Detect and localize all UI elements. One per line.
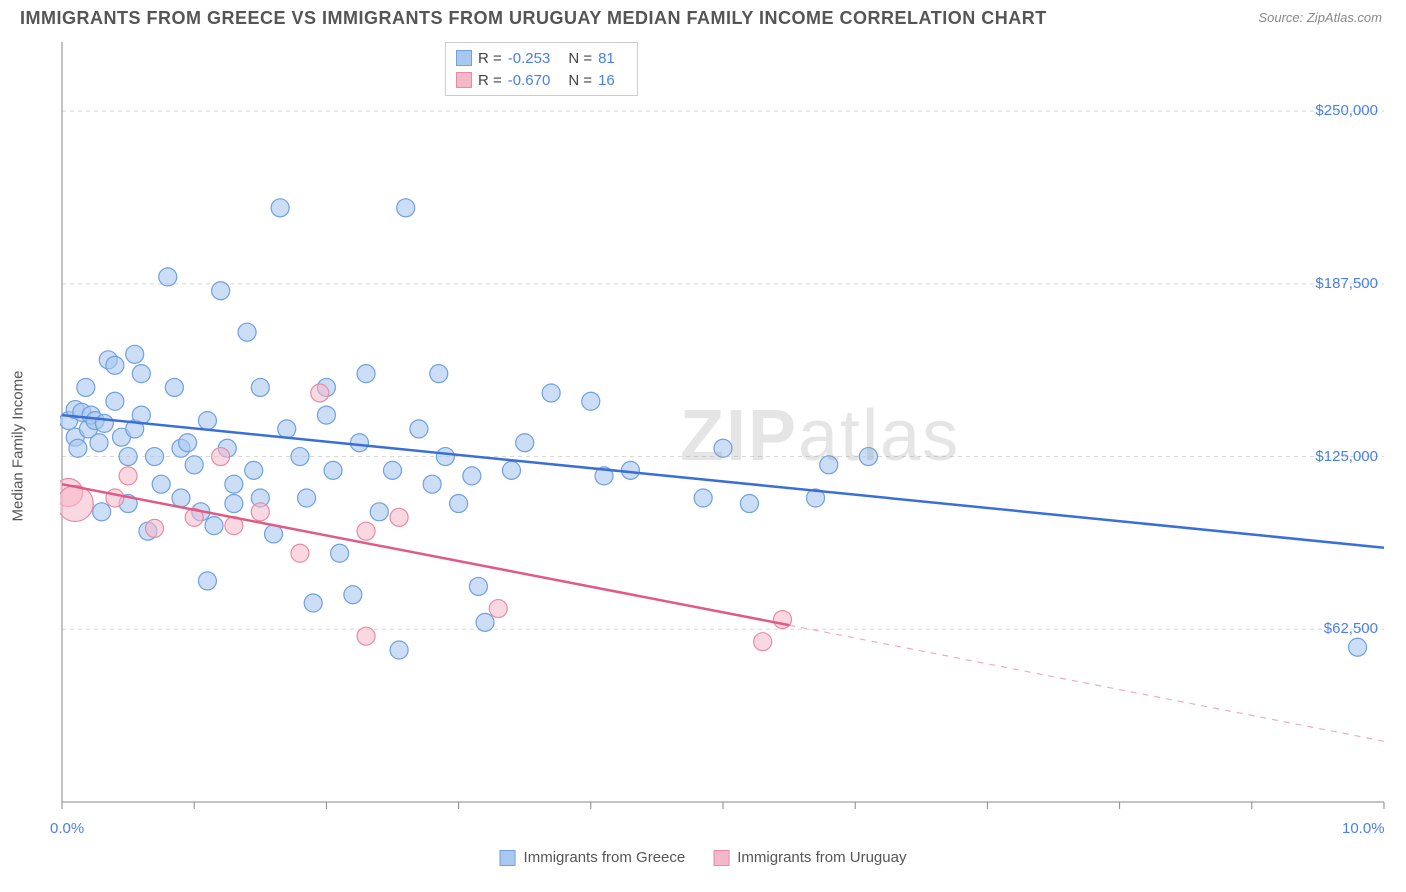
r-value: -0.253 (508, 50, 551, 67)
x-axis-min-label: 0.0% (50, 820, 84, 837)
legend-swatch-uruguay (713, 850, 729, 866)
y-tick-label: $125,000 (1315, 448, 1378, 465)
legend-label-uruguay: Immigrants from Uruguay (737, 849, 906, 866)
chart-container: IMMIGRANTS FROM GREECE VS IMMIGRANTS FRO… (0, 0, 1406, 892)
legend-item-greece: Immigrants from Greece (500, 849, 686, 866)
legend-item-uruguay: Immigrants from Uruguay (713, 849, 906, 866)
y-tick-label: $62,500 (1324, 620, 1378, 637)
chart-plot-area (60, 40, 1386, 832)
stats-row-1: R = -0.670 N = 16 (456, 69, 627, 91)
n-value: 81 (598, 50, 615, 67)
y-tick-label: $250,000 (1315, 102, 1378, 119)
n-value: 16 (598, 72, 615, 89)
n-label: N = (568, 72, 592, 89)
stats-swatch (456, 72, 472, 88)
scatter-chart-svg (60, 40, 1386, 832)
y-tick-label: $187,500 (1315, 275, 1378, 292)
source-attribution: Source: ZipAtlas.com (1258, 10, 1382, 25)
source-label: Source: (1258, 10, 1306, 25)
r-value: -0.670 (508, 72, 551, 89)
legend-swatch-greece (500, 850, 516, 866)
r-label: R = (478, 72, 502, 89)
chart-title: IMMIGRANTS FROM GREECE VS IMMIGRANTS FRO… (20, 8, 1386, 29)
stats-legend-box: R = -0.253 N = 81 R = -0.670 N = 16 (445, 42, 638, 96)
series-legend: Immigrants from Greece Immigrants from U… (500, 849, 907, 866)
n-label: N = (568, 50, 592, 67)
y-axis-label: Median Family Income (10, 371, 27, 522)
r-label: R = (478, 50, 502, 67)
source-link[interactable]: ZipAtlas.com (1307, 10, 1382, 25)
stats-swatch (456, 50, 472, 66)
legend-label-greece: Immigrants from Greece (524, 849, 686, 866)
stats-row-0: R = -0.253 N = 81 (456, 47, 627, 69)
x-axis-max-label: 10.0% (1342, 820, 1385, 837)
